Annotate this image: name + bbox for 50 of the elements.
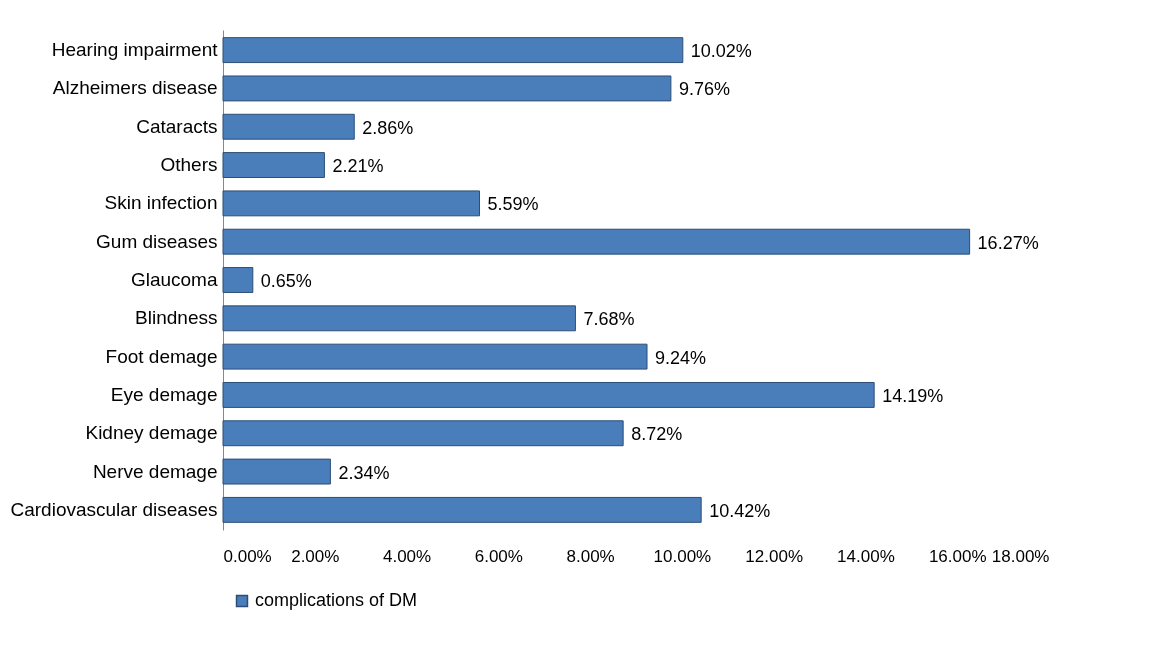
x-tick-label: 12.00%	[745, 546, 803, 566]
bar	[222, 458, 331, 485]
bar	[222, 496, 702, 523]
bar	[222, 305, 576, 332]
y-tick-label: Glaucoma	[130, 269, 218, 290]
data-label: 9.24%	[655, 347, 707, 368]
bar	[222, 75, 672, 102]
bar	[222, 420, 624, 447]
bar	[222, 37, 684, 64]
data-label: 9.76%	[678, 79, 730, 100]
y-tick-label: Eye demage	[110, 383, 218, 405]
data-label: 0.65%	[260, 271, 312, 291]
x-tick-label: 4.00%	[382, 546, 432, 566]
x-tick-label: 2.00%	[291, 546, 340, 566]
x-tick-label: 10.00%	[653, 546, 712, 566]
data-label: 10.02%	[690, 41, 752, 62]
x-tick-label: 6.00%	[474, 546, 523, 566]
data-label: 16.27%	[977, 232, 1039, 253]
data-label: 2.86%	[362, 117, 414, 138]
x-tick-label: 14.00%	[837, 546, 895, 566]
data-label: 8.72%	[631, 424, 683, 445]
y-tick-label: Blindness	[135, 307, 218, 329]
data-label: 10.42%	[709, 500, 771, 521]
y-tick-label: Others	[160, 154, 218, 176]
data-label: 2.34%	[338, 462, 390, 483]
x-tick-label: 8.00%	[566, 546, 615, 566]
legend-label: complications of DM	[255, 590, 418, 610]
y-tick-label: Cataracts	[136, 115, 218, 137]
bar	[222, 228, 971, 255]
data-label: 2.21%	[332, 156, 384, 177]
y-tick-label: Gum diseases	[96, 230, 218, 252]
y-tick-label: Foot demage	[105, 345, 218, 367]
data-label: 7.68%	[583, 309, 635, 330]
x-tick-label: 16.00%	[928, 546, 987, 566]
bar	[222, 152, 325, 179]
x-tick-label: 0.00%	[223, 546, 272, 566]
data-label: 5.59%	[487, 194, 539, 215]
y-tick-label: Alzheimers disease	[52, 77, 218, 99]
y-tick-label: Nerve demage	[92, 460, 218, 482]
y-tick-label: Hearing impairment	[51, 39, 219, 61]
bar	[222, 113, 355, 140]
bar	[222, 343, 648, 370]
y-tick-label: Skin infection	[104, 192, 218, 214]
y-tick-label: Kidney demage	[85, 422, 218, 444]
data-label: 14.19%	[882, 385, 944, 406]
bar	[222, 381, 875, 408]
bar	[222, 267, 254, 293]
x-tick-label: 18.00%	[991, 546, 1050, 566]
y-tick-label: Cardiovascular diseases	[10, 498, 218, 520]
bar	[222, 190, 481, 217]
